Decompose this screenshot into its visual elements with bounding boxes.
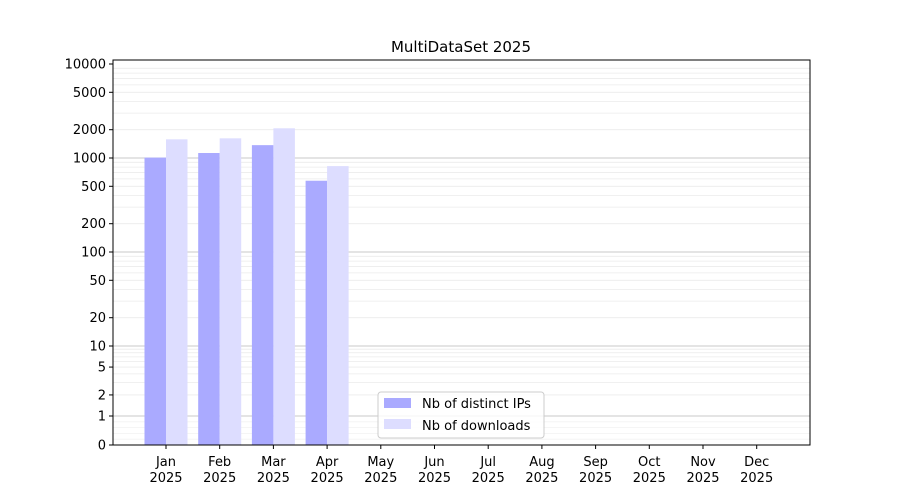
y-tick-label: 20 bbox=[89, 311, 106, 326]
x-tick-label: Apr 2025 bbox=[311, 455, 344, 486]
x-tick-label: Mar 2025 bbox=[257, 455, 290, 486]
y-tick-label: 5 bbox=[98, 361, 106, 376]
bar-ips bbox=[198, 153, 220, 445]
y-tick-label: 2 bbox=[98, 388, 106, 403]
x-tick-label: Jun 2025 bbox=[418, 455, 451, 486]
y-tick-label: 100 bbox=[81, 246, 106, 261]
chart-title: MultiDataSet 2025 bbox=[391, 38, 531, 56]
x-tick-label: Feb 2025 bbox=[203, 455, 236, 486]
x-tick-label: Sep 2025 bbox=[579, 455, 612, 486]
y-tick-label: 0 bbox=[98, 439, 106, 454]
y-tick-label: 1000 bbox=[73, 152, 106, 167]
legend-patch-downloads bbox=[384, 419, 411, 429]
x-tick-label: May 2025 bbox=[364, 455, 397, 486]
bar-ips bbox=[144, 157, 166, 445]
y-tick-label: 10 bbox=[89, 340, 106, 355]
x-tick-label: Oct 2025 bbox=[633, 455, 666, 486]
bar-downloads bbox=[166, 139, 188, 445]
bars bbox=[144, 128, 349, 446]
y-tick-label: 2000 bbox=[73, 123, 106, 138]
y-tick-label: 50 bbox=[89, 274, 106, 289]
y-axis: 0 1 2 5 10 20 50 100 200 500 1000 2000 5000 10000 bbox=[65, 58, 113, 454]
bar-downloads bbox=[219, 138, 242, 445]
bar-ips bbox=[305, 180, 328, 445]
x-tick-label: Jul 2025 bbox=[472, 455, 505, 486]
x-tick-label: Jan 2025 bbox=[149, 455, 182, 486]
bar-downloads bbox=[273, 128, 295, 446]
bar-downloads bbox=[327, 166, 349, 445]
y-tick-label: 5000 bbox=[73, 86, 106, 101]
legend: Nb of distinct IPs Nb of downloads bbox=[377, 391, 545, 439]
legend-label-downloads: Nb of downloads bbox=[422, 419, 531, 434]
x-tick-label: Aug 2025 bbox=[525, 455, 558, 486]
y-tick-label: 1 bbox=[98, 410, 106, 425]
legend-box bbox=[377, 391, 545, 439]
x-tick-label: Nov 2025 bbox=[686, 455, 719, 486]
y-tick-label: 10000 bbox=[65, 58, 106, 73]
y-tick-label: 500 bbox=[81, 180, 106, 195]
x-tick-label: Dec 2025 bbox=[740, 455, 773, 486]
legend-patch-ips bbox=[384, 398, 411, 408]
legend-label-ips: Nb of distinct IPs bbox=[422, 397, 531, 412]
bar-ips bbox=[251, 145, 274, 446]
y-tick-label: 200 bbox=[81, 217, 106, 232]
x-axis: Jan 2025 Feb 2025 Mar 2025 Apr 2025 May 2025 Jun 20… bbox=[149, 445, 773, 486]
